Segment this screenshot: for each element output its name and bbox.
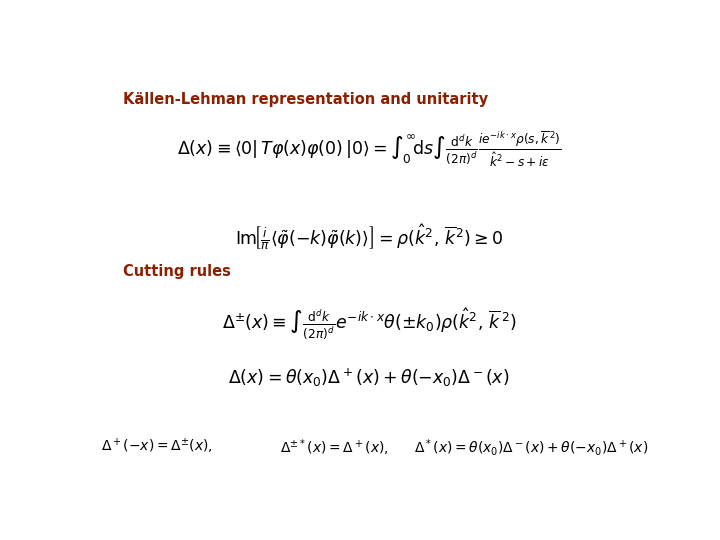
Text: $\Delta^{\pm*}(x) = \Delta^+(x),$: $\Delta^{\pm*}(x) = \Delta^+(x),$ (280, 437, 389, 457)
Text: $\Delta^{\pm}(x) \equiv \int \frac{\mathrm{d}^d k}{(2\pi)^d} e^{-ik \cdot x} \th: $\Delta^{\pm}(x) \equiv \int \frac{\math… (222, 306, 516, 341)
Text: $\Delta^+(-x) = \Delta^{\pm}(x),$: $\Delta^+(-x) = \Delta^{\pm}(x),$ (101, 437, 213, 456)
Text: $\mathrm{Im}\!\left[\frac{i}{\pi}\langle\tilde{\varphi}(-k)\tilde{\varphi}(k)\ra: $\mathrm{Im}\!\left[\frac{i}{\pi}\langle… (235, 223, 503, 252)
Text: $\Delta(x) \equiv \langle 0|\, T\varphi(x)\varphi(0)\,|0\rangle = \int_0^{\infty: $\Delta(x) \equiv \langle 0|\, T\varphi(… (176, 129, 562, 169)
Text: Cutting rules: Cutting rules (124, 265, 231, 279)
Text: Källen-Lehman representation and unitarity: Källen-Lehman representation and unitari… (124, 92, 489, 107)
Text: $\Delta(x) = \theta(x_0)\Delta^+(x) + \theta(-x_0)\Delta^-(x)$: $\Delta(x) = \theta(x_0)\Delta^+(x) + \t… (228, 366, 510, 389)
Text: $\Delta^*(x) = \theta(x_0)\Delta^-(x) + \theta(-x_0)\Delta^+(x)$: $\Delta^*(x) = \theta(x_0)\Delta^-(x) + … (413, 437, 648, 458)
